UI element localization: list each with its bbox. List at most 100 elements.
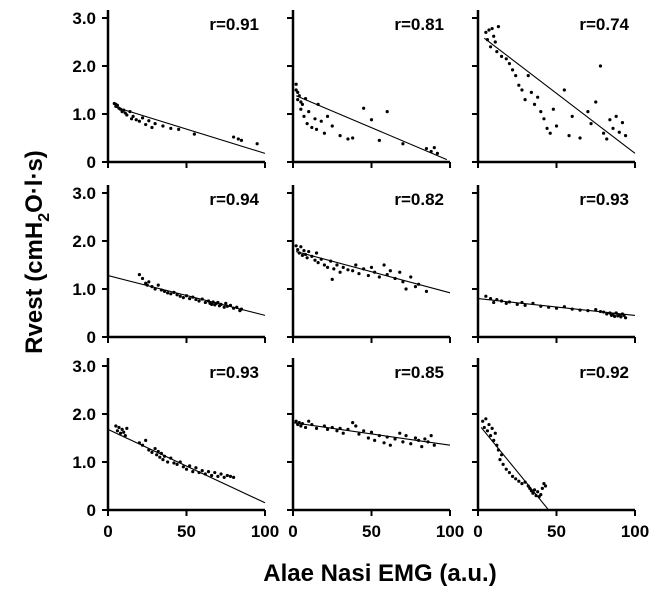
- panel-1: r=0.91: [102, 10, 266, 168]
- data-point: [487, 28, 491, 32]
- data-point: [562, 88, 566, 92]
- data-point: [197, 299, 201, 303]
- data-point: [210, 473, 214, 478]
- data-point: [161, 124, 165, 128]
- data-point: [222, 305, 226, 309]
- data-points: [114, 424, 236, 479]
- data-point: [122, 430, 126, 434]
- data-point: [175, 462, 179, 466]
- x-tick-label: 50: [177, 522, 196, 541]
- panel-8: r=0.85: [287, 358, 451, 516]
- data-point: [536, 95, 540, 99]
- correlation-label: r=0.74: [579, 15, 629, 34]
- data-point: [409, 442, 413, 446]
- data-point: [495, 50, 499, 54]
- data-point: [420, 445, 424, 449]
- data-point: [150, 125, 154, 130]
- data-point: [125, 426, 129, 430]
- data-point: [140, 276, 145, 281]
- data-point: [401, 440, 405, 444]
- data-point: [166, 460, 170, 464]
- data-point: [325, 265, 330, 269]
- data-point: [307, 249, 311, 254]
- data-point: [147, 119, 151, 123]
- data-point: [492, 300, 496, 305]
- data-point: [210, 302, 214, 306]
- y-tick-label: 0: [87, 328, 96, 347]
- data-point: [140, 116, 145, 120]
- data-point: [594, 100, 598, 104]
- data-point: [299, 245, 303, 249]
- data-point: [335, 263, 339, 267]
- regression-line: [108, 275, 266, 316]
- data-point: [605, 137, 609, 141]
- panel-5: r=0.82: [287, 185, 451, 343]
- data-point: [401, 280, 405, 284]
- data-point: [539, 493, 543, 497]
- data-point: [413, 285, 418, 289]
- data-point: [330, 124, 334, 128]
- data-points: [294, 82, 440, 155]
- data-point: [351, 269, 355, 273]
- data-point: [493, 40, 497, 44]
- data-points: [481, 417, 548, 499]
- data-point: [515, 302, 519, 306]
- data-point: [351, 136, 355, 140]
- data-point: [520, 482, 524, 486]
- data-point: [144, 438, 148, 442]
- data-point: [181, 465, 185, 469]
- data-point: [498, 458, 502, 462]
- data-point: [435, 151, 440, 155]
- data-point: [225, 473, 229, 478]
- data-point: [114, 424, 118, 428]
- data-point: [300, 253, 305, 257]
- data-point: [335, 429, 339, 433]
- panel-2: r=0.81: [287, 10, 451, 168]
- data-point: [191, 470, 195, 474]
- y-tick-label: 3.0: [72, 184, 96, 203]
- data-point: [578, 136, 582, 140]
- y-tick-label: 1.0: [72, 453, 96, 472]
- data-point: [501, 462, 505, 466]
- data-point: [385, 110, 389, 114]
- data-point: [206, 470, 211, 474]
- data-point: [118, 431, 123, 435]
- data-point: [517, 479, 521, 483]
- data-point: [377, 275, 381, 279]
- data-point: [598, 64, 603, 68]
- data-point: [620, 121, 625, 125]
- data-point: [409, 275, 413, 279]
- data-point: [338, 270, 342, 274]
- data-point: [570, 114, 574, 118]
- data-point: [424, 289, 429, 293]
- data-point: [548, 131, 552, 135]
- data-point: [542, 117, 546, 121]
- data-point: [341, 265, 345, 269]
- data-point: [147, 280, 151, 284]
- data-point: [188, 297, 192, 301]
- data-point: [594, 308, 598, 312]
- data-point: [542, 482, 546, 486]
- data-point: [532, 102, 537, 106]
- data-point: [115, 103, 120, 107]
- correlation-label: r=0.93: [579, 190, 629, 209]
- y-tick-label: 0: [87, 501, 96, 520]
- data-point: [338, 134, 342, 138]
- data-point: [388, 443, 392, 447]
- data-point: [388, 269, 392, 273]
- data-point: [354, 263, 358, 267]
- x-tick-label: 0: [103, 522, 112, 541]
- data-point: [169, 292, 173, 296]
- data-point: [398, 431, 402, 435]
- regression-line: [480, 427, 550, 511]
- data-point: [228, 474, 233, 478]
- x-tick-label: 50: [362, 522, 381, 541]
- panels-layer: r=0.91 r=0.81 r=0.74 r=0.94 r=0.82 r=0.93 r=0.…: [102, 10, 636, 516]
- data-point: [514, 74, 518, 78]
- correlation-label: r=0.82: [394, 190, 444, 209]
- data-point: [413, 436, 418, 440]
- data-point: [123, 434, 127, 438]
- data-point: [362, 106, 366, 110]
- data-point: [137, 273, 141, 277]
- data-point: [493, 431, 497, 435]
